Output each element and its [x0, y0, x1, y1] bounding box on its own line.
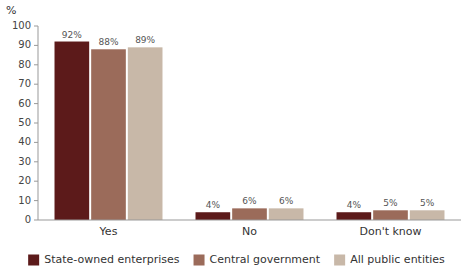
y-tick-label: 10	[18, 195, 31, 206]
data-label: 4%	[206, 200, 221, 210]
y-tick	[34, 64, 38, 65]
legend-label: Central government	[210, 253, 321, 266]
data-label: 6%	[279, 196, 294, 206]
y-tick	[34, 220, 38, 221]
bar	[91, 49, 126, 220]
y-tick-label: 0	[25, 214, 31, 225]
data-label: 5%	[420, 198, 435, 208]
data-label: 4%	[347, 200, 362, 210]
data-labels: 92% 4% 4% 88% 6% 5% 89% 6% 5%	[62, 30, 435, 211]
chart: 0 10 20 30 40 50 60 70 80 90 100 Yes No Don't know% 92…	[0, 0, 473, 278]
y-tick-label: 100	[12, 20, 31, 31]
data-label: 5%	[383, 198, 398, 208]
y-tick	[34, 26, 38, 27]
y-tick	[34, 200, 38, 201]
y-tick	[34, 45, 38, 46]
x-tick-label: Don't know	[359, 225, 421, 238]
data-label: 92%	[62, 30, 82, 40]
y-tick-label: 50	[18, 117, 31, 128]
legend-label: All public entities	[350, 253, 445, 266]
chart-container: 0 10 20 30 40 50 60 70 80 90 100 Yes No Don't know% 92…	[0, 0, 473, 278]
y-tick	[34, 181, 38, 182]
y-axis-label: %	[6, 4, 16, 17]
legend-swatch	[194, 255, 205, 266]
legend: State-owned enterprises Central governmen…	[28, 253, 445, 266]
y-tick-label: 30	[18, 156, 31, 167]
data-label: 89%	[135, 35, 155, 45]
x-tick-label: Yes	[99, 225, 118, 238]
legend-swatch	[28, 255, 39, 266]
bar	[128, 47, 163, 220]
bar	[337, 212, 372, 220]
bars	[55, 42, 445, 220]
bar	[232, 208, 267, 220]
y-tick	[34, 161, 38, 162]
y-tick	[34, 123, 38, 124]
legend-swatch	[334, 255, 345, 266]
x-axis-line	[38, 220, 461, 221]
bar	[55, 42, 90, 220]
y-tick-label: 20	[18, 175, 31, 186]
y-tick	[34, 84, 38, 85]
y-tick-label: 60	[18, 98, 31, 109]
bar	[269, 208, 304, 220]
y-tick-label: 90	[18, 39, 31, 50]
x-tick-label: No	[242, 225, 257, 238]
y-tick	[34, 142, 38, 143]
y-tick-label: 80	[18, 59, 31, 70]
legend-label: State-owned enterprises	[44, 253, 180, 266]
y-tick-label: 70	[18, 78, 31, 89]
axes: 0 10 20 30 40 50 60 70 80 90 100 Yes No Don't know	[12, 20, 461, 238]
y-tick-label: 40	[18, 136, 31, 147]
y-tick	[34, 103, 38, 104]
data-label: 88%	[98, 37, 118, 47]
bar	[196, 212, 231, 220]
bar	[410, 210, 445, 220]
data-label: 6%	[242, 196, 257, 206]
bar	[373, 210, 408, 220]
